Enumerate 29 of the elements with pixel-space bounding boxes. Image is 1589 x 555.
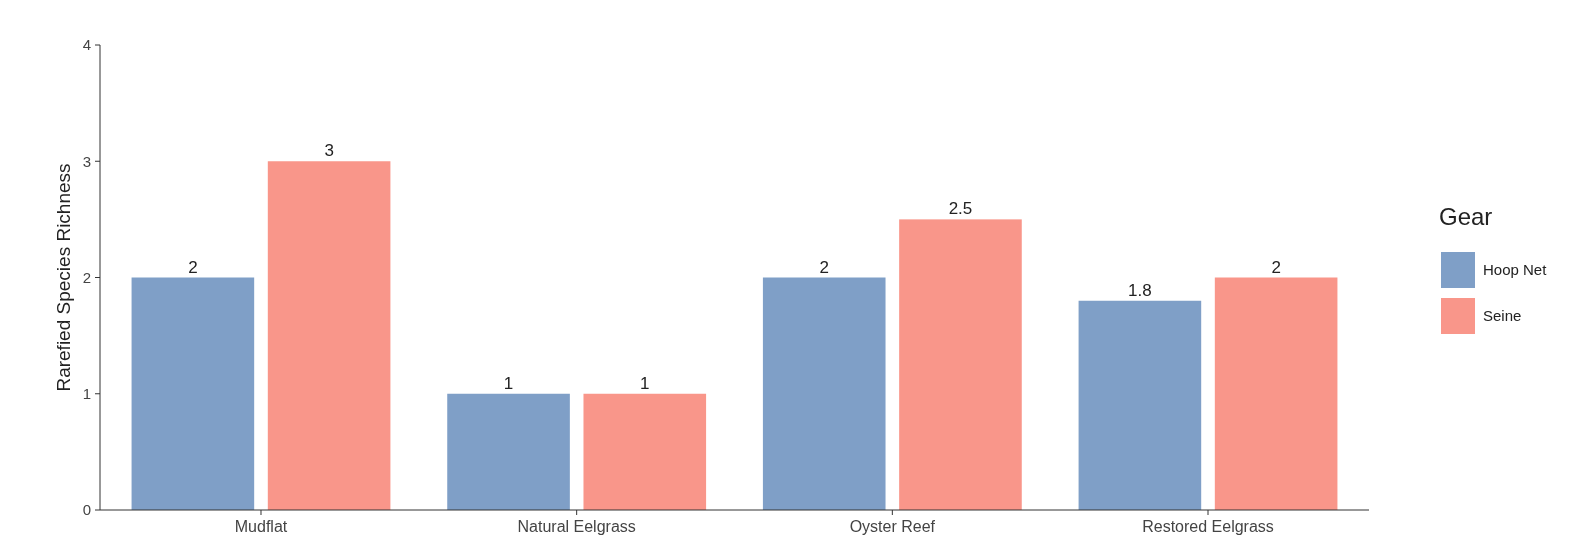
legend-label: Hoop Net	[1483, 261, 1548, 279]
y-tick-label: 1	[82, 385, 91, 402]
data-label: 3	[324, 141, 334, 161]
data-label: 1.8	[1128, 280, 1152, 300]
bar	[447, 393, 570, 510]
bar	[1214, 277, 1338, 510]
x-tick-label: Oyster Reef	[849, 518, 936, 535]
data-label: 2	[819, 257, 829, 277]
y-tick-label: 0	[82, 501, 91, 519]
data-label: 1	[640, 373, 650, 393]
y-tick-label: 2	[82, 268, 91, 286]
bar	[267, 161, 391, 510]
data-label: 1	[503, 373, 514, 393]
y-tick-label: 3	[82, 152, 91, 170]
legend-title: Gear	[1439, 203, 1493, 230]
data-label: 2	[188, 257, 198, 277]
legend-label: Seine	[1483, 307, 1522, 325]
bar	[899, 219, 1022, 510]
x-tick-label: Natural Eelgrass	[517, 518, 636, 535]
bar	[1078, 300, 1202, 510]
bar	[131, 277, 255, 510]
bar	[762, 277, 886, 510]
x-tick-label: Mudflat	[234, 518, 288, 535]
bar	[583, 393, 707, 510]
data-label: 2.5	[948, 199, 973, 219]
data-label: 2	[1271, 257, 1281, 277]
x-tick-label: Restored Eelgrass	[1142, 518, 1274, 535]
y-tick-label: 4	[82, 36, 91, 54]
y-axis-title: Rarefied Species Richness	[53, 163, 74, 392]
